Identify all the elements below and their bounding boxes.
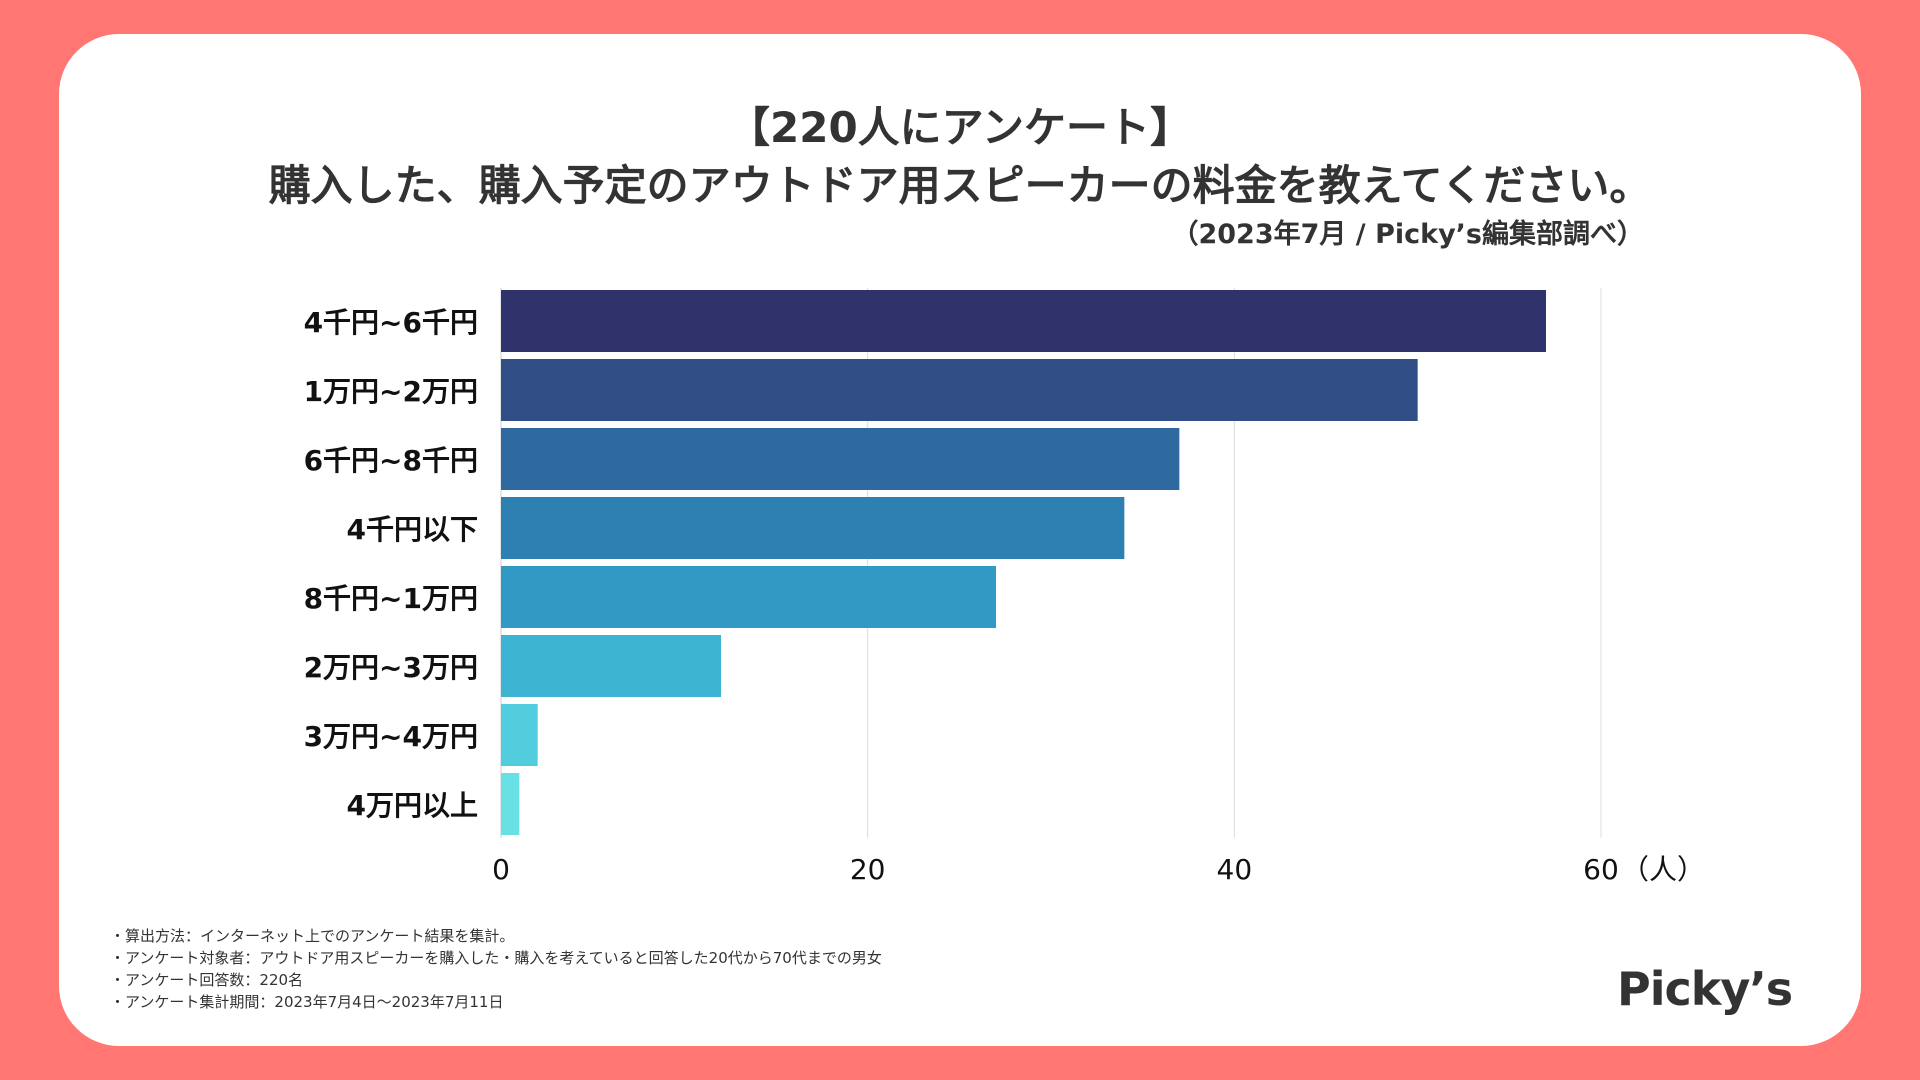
bar [501,704,538,766]
survey-notes: ・算出方法：インターネット上でのアンケート結果を集計。 ・アンケート対象者：アウ… [110,925,882,1013]
note-line: ・アンケート回答数：220名 [110,971,304,989]
note-line: ・アンケート対象者：アウトドア用スピーカーを購入した・購入を考えていると回答した… [110,949,882,967]
x-tick-label: 40 [1217,853,1253,886]
category-label: 1万円~2万円 [304,375,478,408]
bar [501,497,1125,559]
chart-title-line1: 【220人にアンケート】 [728,103,1192,152]
bar [501,635,721,697]
chart-source: （2023年7月 / Picky’s編集部調べ） [1171,219,1644,250]
note-line: ・算出方法：インターネット上でのアンケート結果を集計。 [110,927,515,945]
bar [501,566,996,628]
x-tick-label: 20 [850,853,886,886]
bar [501,359,1418,421]
x-tick-label: 60 [1583,853,1619,886]
category-label: 2万円~3万円 [304,651,478,684]
category-label: 3万円~4万円 [304,720,478,753]
category-label: 6千円~8千円 [304,444,478,477]
bar [501,290,1546,352]
category-label: 8千円~1万円 [304,582,478,615]
note-line: ・アンケート集計期間：2023年7月4日〜2023年7月11日 [110,993,504,1011]
pickys-logo: Picky’s [1617,962,1793,1016]
x-unit-label: （人） [1621,853,1705,886]
bar [501,773,520,835]
bar [501,428,1180,490]
chart-title-line2: 購入した、購入予定のアウトドア用スピーカーの料金を教えてください。 [268,161,1652,210]
category-label: 4千円以下 [347,513,478,546]
category-label: 4千円~6千円 [304,306,478,339]
category-label: 4万円以上 [347,789,478,822]
x-tick-label: 0 [492,853,510,886]
